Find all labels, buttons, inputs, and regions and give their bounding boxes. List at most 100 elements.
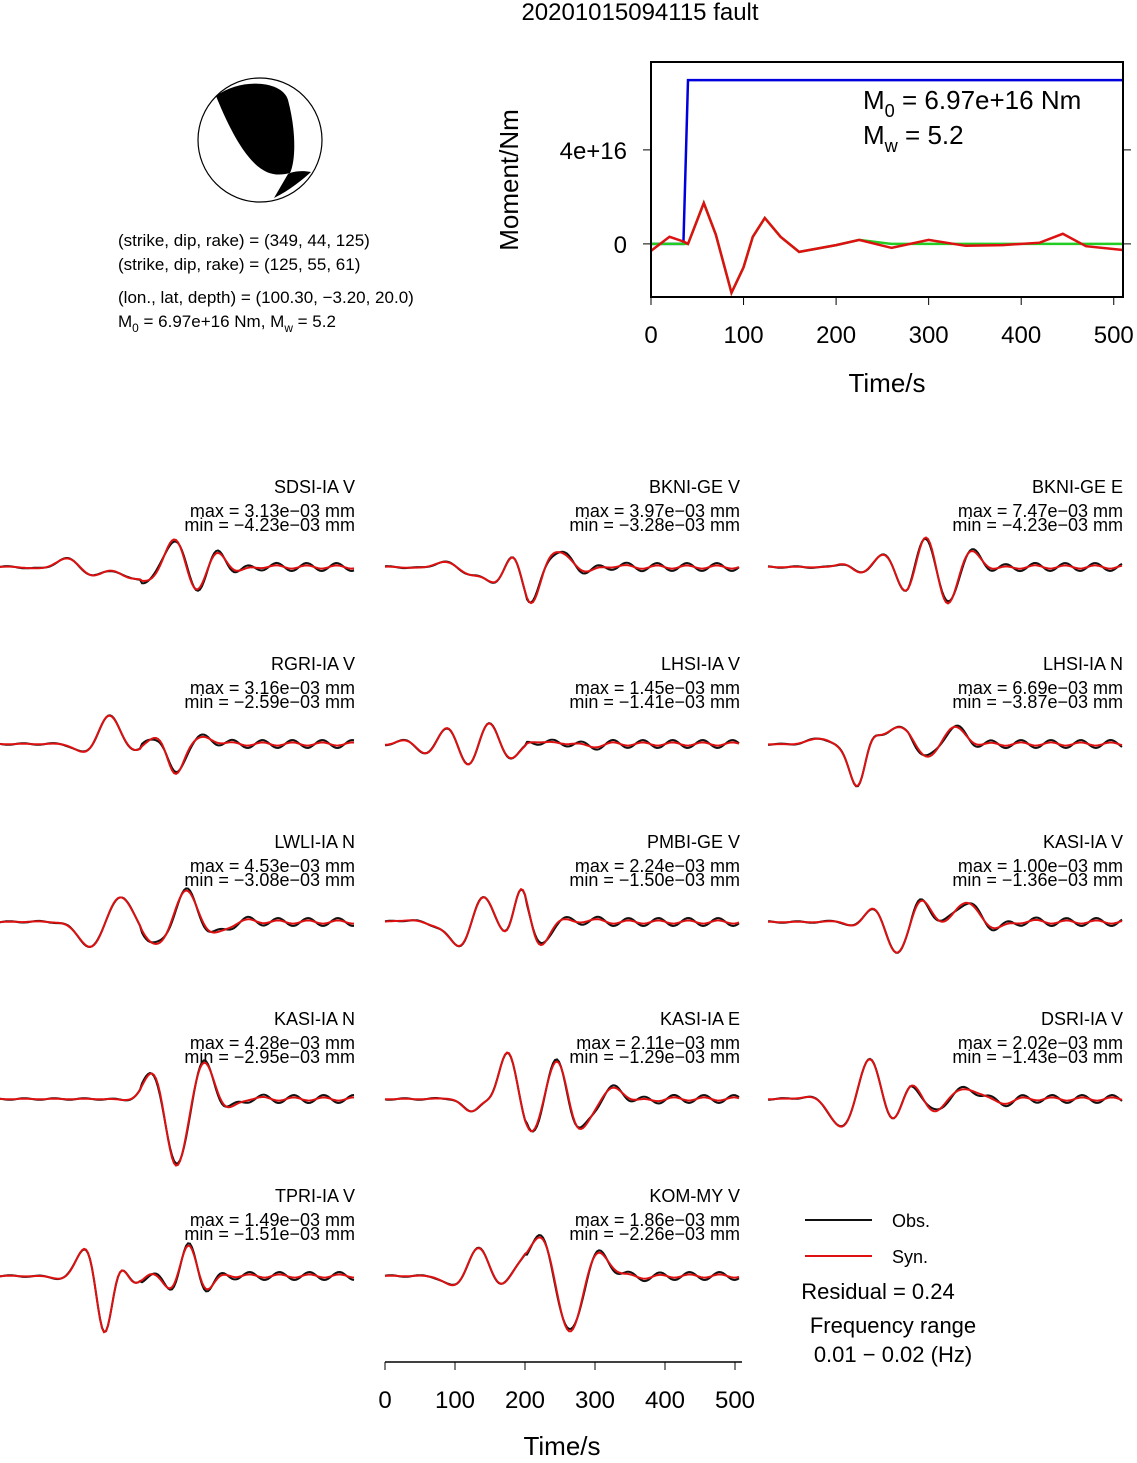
- min-label: min = −2.95e−03 mm: [184, 1047, 355, 1067]
- observed-waveform: [0, 887, 354, 949]
- x-tick-label: 200: [505, 1387, 545, 1414]
- max-label: max = 4.28e−03 mm: [190, 1033, 355, 1053]
- synthetic-waveform: [0, 1244, 355, 1334]
- y-axis-label: Moment/Nm: [494, 109, 524, 251]
- y-tick-label: 0: [614, 232, 627, 259]
- frequency-range: 0.01 − 0.02 (Hz): [814, 1342, 972, 1367]
- label: M0 = 6.97e+16 Nm, Mw = 5.2: [118, 312, 336, 335]
- min-label: min = −1.36e−03 mm: [952, 870, 1123, 890]
- label: (lon., lat, depth) = (100.30, −3.20, 20.…: [118, 288, 414, 307]
- synthetic-waveform: [768, 1058, 1123, 1128]
- subscript: 0: [132, 321, 139, 335]
- text-part: (strike, dip, rake) = (125, 55, 61): [118, 255, 360, 274]
- max-label: max = 1.49e−03 mm: [190, 1210, 355, 1230]
- text-part: (lon., lat, depth) = (100.30, −3.20, 20.…: [118, 288, 414, 307]
- synthetic-waveform: [384, 551, 740, 605]
- x-tick-label: 300: [575, 1387, 615, 1414]
- x-axis-label: Time/s: [523, 1431, 600, 1458]
- text-part: = 6.97e+16 Nm, M: [139, 312, 285, 331]
- min-label: min = −1.43e−03 mm: [952, 1047, 1123, 1067]
- residual: Residual = 0.24: [801, 1279, 955, 1304]
- min-label: min = −1.50e−03 mm: [569, 870, 740, 890]
- station-label: KASI-IA N: [274, 1009, 355, 1029]
- min-label: min = −4.23e−03 mm: [952, 515, 1123, 535]
- synthetic-waveform: [0, 538, 355, 591]
- title: 20201015094115 fault: [521, 0, 758, 26]
- text-part: = 6.97e+16 Nm: [895, 85, 1081, 115]
- station-label: BKNI-GE E: [1032, 477, 1123, 497]
- text-part: M: [863, 120, 885, 150]
- max-label: max = 6.69e−03 mm: [958, 678, 1123, 698]
- x-tick-label: 0: [644, 322, 657, 349]
- station-label: KASI-IA V: [1043, 832, 1123, 852]
- min-label: min = −2.26e−03 mm: [569, 1224, 740, 1244]
- max-label: max = 7.47e−03 mm: [958, 501, 1123, 521]
- x-tick-label: 0: [378, 1387, 391, 1414]
- min-label: min = −1.41e−03 mm: [569, 692, 740, 712]
- station-label: LWLI-IA N: [274, 832, 355, 852]
- frequency-title: Frequency range: [810, 1313, 976, 1338]
- max-label: max = 4.53e−03 mm: [190, 856, 355, 876]
- label: Mw = 5.2: [863, 120, 964, 156]
- max-label: max = 3.97e−03 mm: [575, 501, 740, 521]
- observed-waveform: [0, 1059, 355, 1165]
- station-label: PMBI-GE V: [647, 832, 740, 852]
- synthetic-waveform: [0, 714, 355, 776]
- x-tick-label: 100: [724, 322, 764, 349]
- synthetic-waveform: [0, 1061, 355, 1167]
- synthetic-waveform: [0, 889, 354, 948]
- label: (strike, dip, rake) = (349, 44, 125): [118, 231, 370, 250]
- max-label: max = 2.24e−03 mm: [575, 856, 740, 876]
- subscript: w: [283, 321, 293, 335]
- text-part: (strike, dip, rake) = (349, 44, 125): [118, 231, 370, 250]
- station-label: SDSI-IA V: [274, 477, 355, 497]
- y-tick-label: 4e+16: [560, 138, 627, 165]
- subscript: w: [884, 136, 899, 156]
- max-label: max = 2.02e−03 mm: [958, 1033, 1123, 1053]
- min-label: min = −1.51e−03 mm: [184, 1224, 355, 1244]
- station-label: TPRI-IA V: [275, 1186, 355, 1206]
- station-label: LHSI-IA V: [661, 654, 740, 674]
- station-label: KOM-MY V: [649, 1186, 740, 1206]
- max-label: max = 2.11e−03 mm: [576, 1033, 740, 1053]
- x-tick-label: 400: [1001, 322, 1041, 349]
- synthetic-waveform: [768, 899, 1123, 954]
- series-line: [651, 78, 1123, 246]
- label: M0 = 6.97e+16 Nm: [863, 85, 1081, 121]
- observed-waveform: [767, 537, 1123, 603]
- synthetic-waveform: [384, 1051, 740, 1133]
- station-label: DSRI-IA V: [1041, 1009, 1123, 1029]
- x-axis-label: Time/s: [848, 368, 925, 398]
- series-line: [650, 199, 1124, 297]
- text-part: M: [863, 85, 885, 115]
- synthetic-waveform: [384, 1236, 740, 1333]
- station-label: LHSI-IA N: [1043, 654, 1123, 674]
- observed-waveform: [384, 550, 740, 604]
- station-label: KASI-IA E: [660, 1009, 740, 1029]
- plot-frame: [650, 61, 1124, 298]
- max-label: max = 1.45e−03 mm: [575, 678, 740, 698]
- synthetic-waveform: [768, 725, 1123, 787]
- observed-waveform: [384, 888, 740, 948]
- synthetic-waveform: [767, 536, 1123, 605]
- beachball-compression: [216, 83, 295, 175]
- max-label: max = 3.16e−03 mm: [190, 678, 355, 698]
- station-label: RGRI-IA V: [271, 654, 355, 674]
- min-label: min = −2.59e−03 mm: [184, 692, 355, 712]
- min-label: min = −3.87e−03 mm: [952, 692, 1123, 712]
- x-tick-label: 100: [435, 1387, 475, 1414]
- legend-label: Obs.: [892, 1211, 930, 1231]
- synthetic-waveform: [384, 887, 740, 948]
- max-label: max = 3.13e−03 mm: [190, 501, 355, 521]
- min-label: min = −4.23e−03 mm: [184, 515, 355, 535]
- beachball: [197, 77, 323, 203]
- x-tick-label: 500: [715, 1387, 755, 1414]
- observed-waveform: [767, 898, 1123, 954]
- x-tick-label: 200: [816, 322, 856, 349]
- min-label: min = −3.28e−03 mm: [569, 515, 740, 535]
- min-label: min = −1.29e−03 mm: [569, 1047, 740, 1067]
- subscript: 0: [885, 101, 895, 121]
- label: (strike, dip, rake) = (125, 55, 61): [118, 255, 360, 274]
- text-part: = 5.2: [898, 120, 964, 150]
